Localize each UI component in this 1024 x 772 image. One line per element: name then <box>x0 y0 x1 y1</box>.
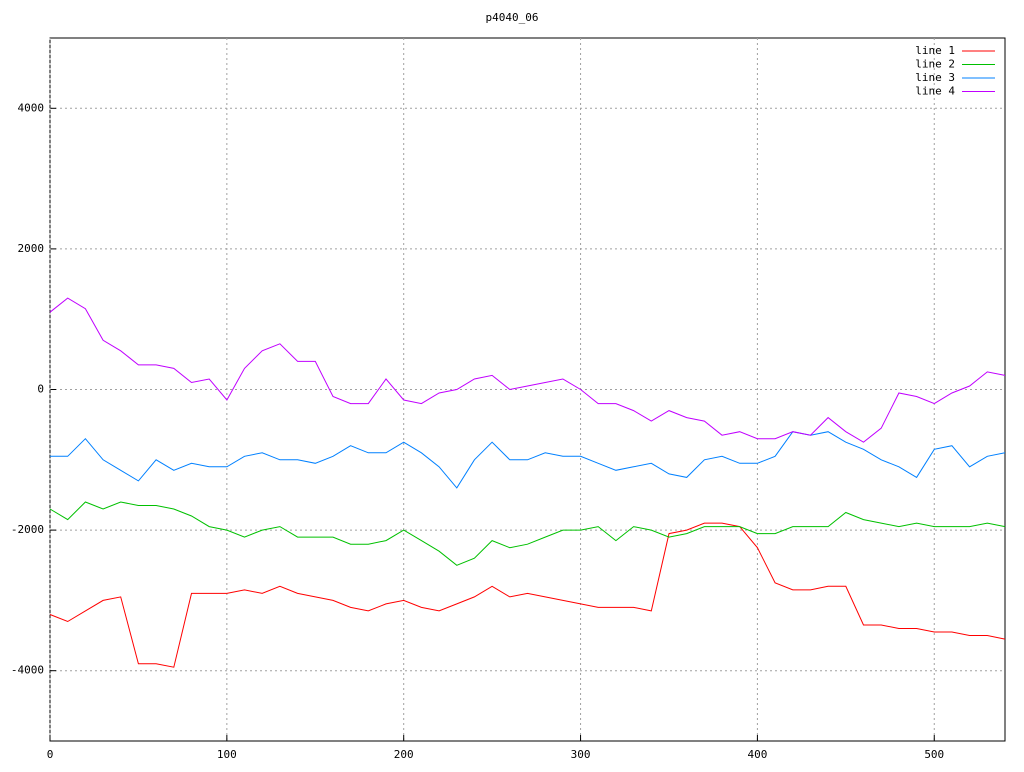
x-tick-label: 0 <box>47 748 54 761</box>
data-line <box>49 522 1006 668</box>
x-tick-label: 100 <box>217 748 237 761</box>
data-line <box>49 501 1006 566</box>
y-tick-label: 0 <box>37 383 44 396</box>
x-tick-label: 400 <box>747 748 767 761</box>
y-tick-label: 4000 <box>18 101 45 114</box>
y-tick-label: -4000 <box>11 664 44 677</box>
legend-label: line 4 <box>915 85 955 98</box>
y-tick-label: -2000 <box>11 523 44 536</box>
data-line <box>49 297 1006 443</box>
data-line <box>50 431 1006 489</box>
chart-title: p4040_06 <box>486 11 539 24</box>
x-tick-label: 300 <box>571 748 591 761</box>
legend-label: line 3 <box>915 71 955 84</box>
x-tick-label: 200 <box>394 748 414 761</box>
x-tick-label: 500 <box>924 748 944 761</box>
legend-label: line 2 <box>915 58 955 71</box>
y-tick-label: 2000 <box>18 242 45 255</box>
legend-label: line 1 <box>915 44 955 57</box>
